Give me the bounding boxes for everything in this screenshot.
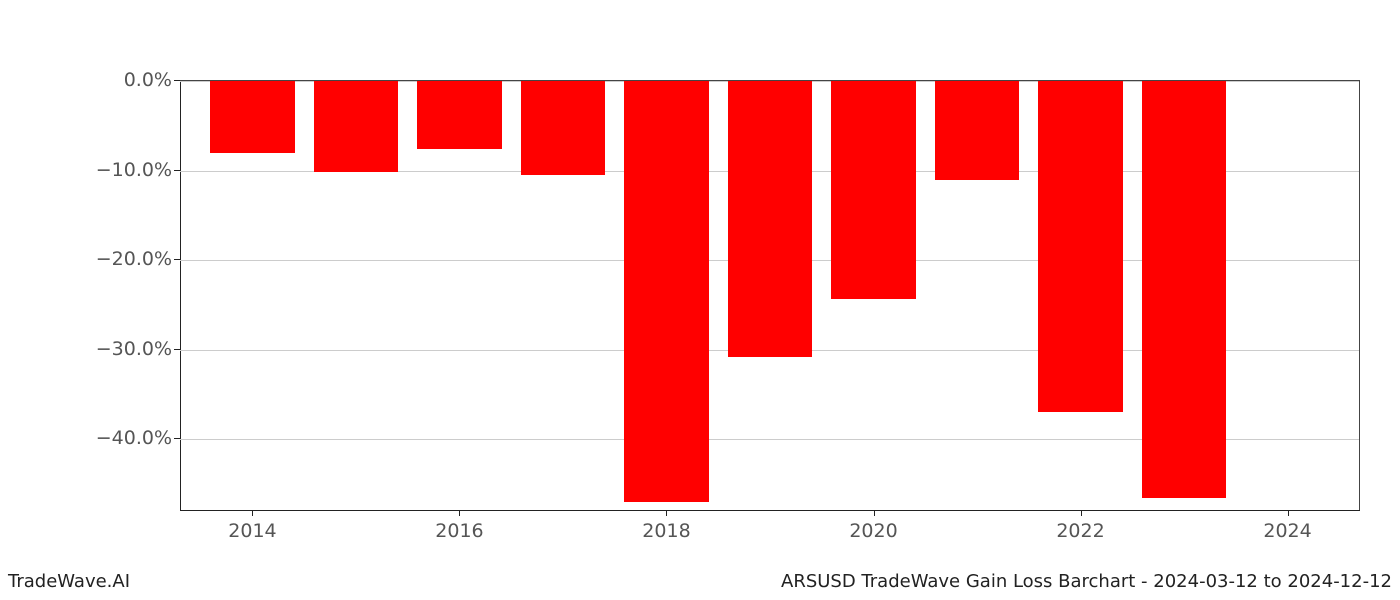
bar-plot	[180, 81, 1359, 510]
bar	[624, 81, 709, 502]
x-tick-mark	[459, 510, 460, 516]
y-tick-mark	[174, 259, 180, 260]
chart-plot-area	[180, 80, 1360, 510]
y-tick-label: −40.0%	[62, 427, 172, 449]
axis-spine-bottom	[180, 510, 1360, 511]
y-tick-mark	[174, 349, 180, 350]
y-tick-label: −20.0%	[62, 248, 172, 270]
y-tick-label: 0.0%	[62, 69, 172, 91]
x-tick-label: 2016	[435, 520, 483, 542]
bar	[521, 81, 606, 175]
y-tick-mark	[174, 170, 180, 171]
bar	[314, 81, 399, 172]
x-tick-mark	[874, 510, 875, 516]
bar	[210, 81, 295, 153]
bar	[831, 81, 916, 299]
bar	[935, 81, 1020, 180]
bar	[417, 81, 502, 149]
footer-brand-text: TradeWave.AI	[8, 571, 130, 592]
y-tick-label: −30.0%	[62, 338, 172, 360]
x-tick-label: 2018	[642, 520, 690, 542]
x-tick-mark	[252, 510, 253, 516]
y-tick-label: −10.0%	[62, 159, 172, 181]
bar	[1142, 81, 1227, 498]
x-tick-mark	[1288, 510, 1289, 516]
bar	[1038, 81, 1123, 412]
x-tick-label: 2024	[1263, 520, 1311, 542]
x-tick-label: 2022	[1056, 520, 1104, 542]
footer-description-text: ARSUSD TradeWave Gain Loss Barchart - 20…	[781, 571, 1392, 592]
x-tick-label: 2014	[228, 520, 276, 542]
x-tick-label: 2020	[849, 520, 897, 542]
y-tick-mark	[174, 438, 180, 439]
y-tick-mark	[174, 80, 180, 81]
x-tick-mark	[1081, 510, 1082, 516]
x-tick-mark	[666, 510, 667, 516]
bar	[728, 81, 813, 357]
